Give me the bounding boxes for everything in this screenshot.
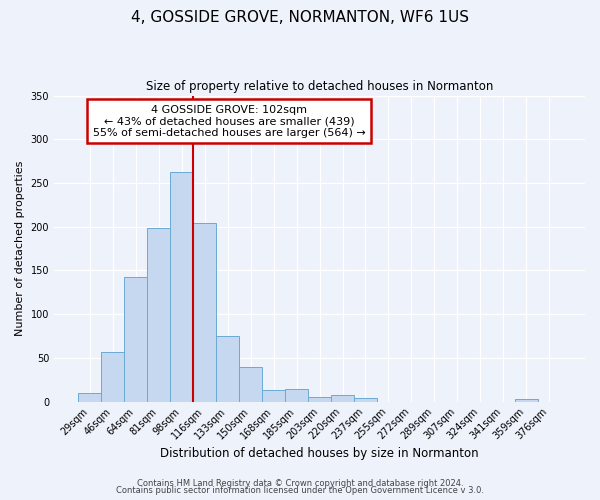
Bar [124, 276, 147, 402]
Bar [515, 399, 538, 402]
Bar [147, 228, 170, 402]
Bar [331, 396, 354, 402]
Title: Size of property relative to detached houses in Normanton: Size of property relative to detached ho… [146, 80, 493, 93]
Y-axis label: Number of detached properties: Number of detached properties [15, 161, 25, 336]
Text: 4, GOSSIDE GROVE, NORMANTON, WF6 1US: 4, GOSSIDE GROVE, NORMANTON, WF6 1US [131, 10, 469, 25]
Bar [262, 390, 285, 402]
Bar [239, 366, 262, 402]
Text: 4 GOSSIDE GROVE: 102sqm
← 43% of detached houses are smaller (439)
55% of semi-d: 4 GOSSIDE GROVE: 102sqm ← 43% of detache… [93, 104, 365, 138]
Bar [101, 352, 124, 402]
Text: Contains HM Land Registry data © Crown copyright and database right 2024.: Contains HM Land Registry data © Crown c… [137, 478, 463, 488]
Bar [193, 223, 216, 402]
X-axis label: Distribution of detached houses by size in Normanton: Distribution of detached houses by size … [160, 447, 479, 460]
Bar [170, 172, 193, 402]
Bar [285, 390, 308, 402]
Bar [216, 336, 239, 402]
Bar [354, 398, 377, 402]
Bar [78, 393, 101, 402]
Bar [308, 397, 331, 402]
Text: Contains public sector information licensed under the Open Government Licence v : Contains public sector information licen… [116, 486, 484, 495]
